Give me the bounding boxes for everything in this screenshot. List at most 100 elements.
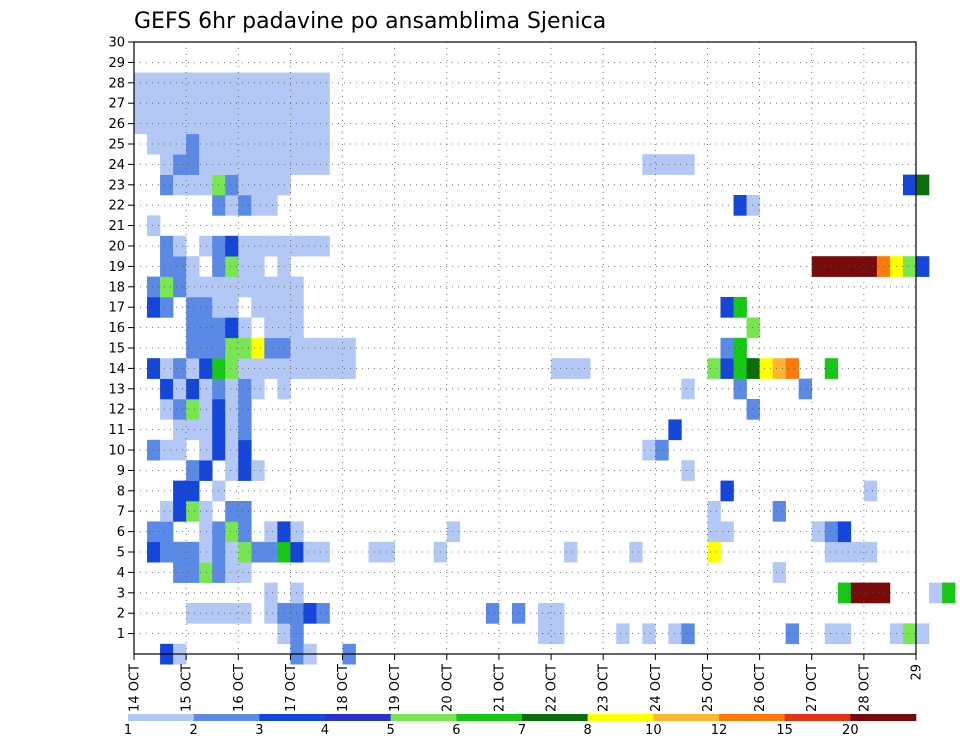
heatmap-cell: [850, 256, 865, 277]
heatmap-cell: [668, 419, 682, 441]
legend-swatch: [850, 714, 917, 721]
heatmap-cell: [173, 439, 187, 461]
heatmap-cell: [225, 113, 239, 135]
heatmap-cell: [264, 603, 278, 624]
y-tick-label: 15: [108, 342, 125, 357]
heatmap-cell: [225, 541, 239, 563]
heatmap-cell: [186, 460, 200, 481]
legend-label: 7: [518, 723, 526, 738]
heatmap-cell: [329, 358, 343, 379]
heatmap-cell: [160, 378, 174, 400]
heatmap-cell: [876, 256, 891, 277]
heatmap-cell: [929, 582, 943, 604]
heatmap-cell: [147, 113, 161, 135]
heatmap-cell: [264, 521, 278, 543]
y-tick-label: 7: [117, 505, 125, 520]
heatmap-cell: [772, 358, 786, 379]
heatmap-cell: [837, 541, 852, 563]
heatmap-cell: [186, 317, 200, 339]
legend-swatch: [719, 714, 785, 721]
heatmap-cell: [707, 541, 721, 563]
heatmap-cell: [160, 399, 174, 420]
heatmap-cell: [251, 276, 265, 298]
heatmap-cell: [238, 195, 252, 216]
heatmap-cell: [238, 154, 252, 175]
y-tick-label: 21: [108, 219, 125, 234]
heatmap-cell: [238, 358, 252, 379]
heatmap-cell: [160, 72, 174, 94]
heatmap-cell: [264, 582, 278, 604]
color-legend: 1 2 3 4 5 6 7 8 10 12 15 20: [124, 714, 917, 738]
x-tick-label: 26 OCT: [753, 664, 768, 712]
heatmap-cell: [251, 358, 265, 379]
heatmap-cell: [238, 317, 252, 339]
heatmap-cell: [785, 358, 799, 379]
heatmap-cell: [316, 133, 330, 155]
heatmap-cell: [186, 501, 200, 522]
heatmap-cell: [368, 541, 382, 563]
heatmap-cell: [916, 256, 930, 277]
heatmap-cell: [902, 623, 917, 645]
heatmap-cell: [942, 582, 956, 604]
legend-label: 20: [842, 723, 859, 738]
heatmap-cell: [199, 562, 213, 583]
heatmap-cell: [564, 358, 578, 379]
heatmap-cell: [225, 358, 239, 379]
heatmap-cell: [186, 562, 200, 583]
x-tick-label: 16 OCT: [232, 664, 247, 712]
heatmap-cell: [147, 439, 161, 461]
y-tick-label: 10: [108, 444, 125, 459]
heatmap-cell: [577, 358, 591, 379]
heatmap-cell: [160, 358, 174, 379]
heatmap-cell: [238, 541, 252, 563]
heatmap-cell: [551, 623, 565, 645]
y-tick-label: 17: [108, 301, 125, 316]
heatmap-cell: [264, 72, 278, 94]
heatmap-cell: [238, 93, 252, 114]
y-tick-label: 5: [117, 546, 125, 561]
heatmap-cell: [173, 93, 187, 114]
y-tick-label: 18: [108, 280, 125, 295]
heatmap-cell: [303, 358, 317, 379]
x-tick-label: 28 OCT: [857, 664, 872, 712]
heatmap-cell: [173, 399, 187, 420]
heatmap-cell: [303, 113, 317, 135]
heatmap-cell: [173, 419, 187, 441]
heatmap-cell: [316, 358, 330, 379]
legend-label: 6: [452, 723, 460, 738]
y-tick-label: 1: [117, 627, 125, 642]
legend-label: 5: [387, 723, 395, 738]
heatmap-cell: [147, 541, 161, 563]
heatmap-cell: [746, 195, 760, 216]
x-tick-label: 21 OCT: [492, 664, 507, 712]
heatmap-cell: [199, 378, 213, 400]
heatmap-cell: [225, 603, 239, 624]
heatmap-cell: [186, 399, 200, 420]
y-tick-label: 22: [108, 199, 125, 214]
heatmap-cell: [303, 133, 317, 155]
heatmap-cell: [655, 154, 669, 175]
heatmap-cell: [186, 93, 200, 114]
heatmap-cell: [238, 603, 252, 624]
heatmap-cell: [251, 235, 265, 257]
y-tick-label: 4: [117, 566, 125, 581]
heatmap-cell: [199, 419, 213, 441]
legend-label: 1: [124, 723, 132, 738]
heatmap-cell: [160, 297, 174, 318]
heatmap-cell: [863, 480, 878, 502]
legend-swatch: [587, 714, 654, 721]
heatmap-cell: [225, 133, 239, 155]
heatmap-cell: [160, 154, 174, 175]
heatmap-cell: [238, 399, 252, 420]
heatmap-cell: [251, 256, 265, 277]
heatmap-cell: [199, 439, 213, 461]
heatmap-cell: [251, 541, 265, 563]
heatmap-cell: [199, 276, 213, 298]
x-tick-label: 29: [910, 664, 925, 681]
legend-label: 3: [255, 723, 263, 738]
x-tick-label: 20 OCT: [440, 664, 455, 712]
heatmap-cell: [238, 562, 252, 583]
heatmap-cell: [707, 501, 721, 522]
heatmap-cell: [564, 541, 578, 563]
heatmap-cell: [251, 72, 265, 94]
